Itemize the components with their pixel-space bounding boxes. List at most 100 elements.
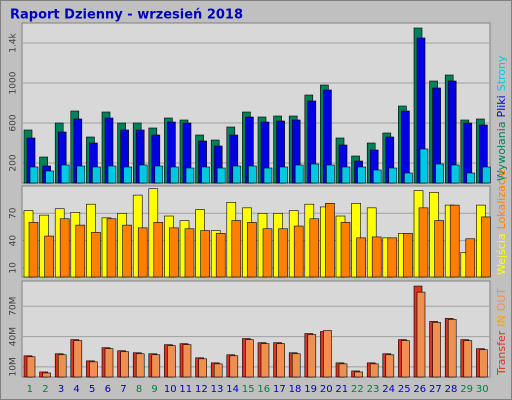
bar — [419, 148, 429, 184]
bar — [200, 230, 210, 278]
bar — [213, 363, 223, 378]
legend-entry: Wejścia — [495, 233, 508, 275]
bar — [123, 166, 132, 184]
bar — [120, 351, 129, 378]
bar — [294, 164, 304, 184]
y-tick-label: 1000 — [9, 71, 19, 94]
x-tick-label: 29 — [460, 384, 473, 395]
bar — [401, 110, 410, 184]
bar — [325, 202, 335, 278]
bar — [91, 232, 101, 278]
legend: Transfer IN OUT — [495, 288, 508, 376]
x-tick-label: 12 — [195, 384, 208, 395]
bar — [248, 165, 257, 184]
bar — [135, 353, 145, 378]
legend: Wywołania Pliki Strony — [495, 55, 508, 181]
bar — [59, 218, 70, 278]
bar — [60, 164, 70, 184]
bar — [169, 227, 179, 278]
bar — [278, 228, 288, 278]
x-tick-label: 8 — [136, 384, 142, 395]
bar — [260, 343, 270, 378]
y-tick-label: 600 — [9, 114, 19, 131]
bar — [372, 169, 382, 184]
x-tick-label: 11 — [179, 384, 192, 395]
legend-entry: Pliki — [495, 95, 508, 117]
bar — [463, 340, 473, 378]
x-tick-label: 25 — [398, 384, 411, 395]
bar — [309, 218, 320, 278]
bar — [151, 354, 161, 378]
x-tick-label: 27 — [429, 384, 442, 395]
bar — [247, 222, 257, 278]
bar — [403, 233, 413, 278]
x-tick-label: 6 — [105, 384, 111, 395]
bar — [245, 339, 254, 378]
bar — [231, 220, 242, 278]
bar — [104, 348, 114, 378]
bar — [447, 319, 457, 378]
bar — [466, 172, 476, 184]
x-tick-label: 16 — [257, 384, 270, 395]
y-tick-label: 1.4k — [9, 32, 19, 52]
y-tick-label: 70M — [9, 297, 19, 316]
y-tick-label: 10 — [9, 262, 19, 274]
bar — [137, 227, 148, 278]
bar — [404, 172, 413, 184]
bar — [29, 166, 39, 184]
bar — [92, 166, 101, 184]
bar — [338, 363, 348, 378]
x-tick-label: 10 — [164, 384, 177, 395]
bar — [76, 165, 86, 184]
bar — [232, 165, 242, 184]
bar — [28, 222, 39, 278]
bar — [341, 166, 351, 184]
bar — [293, 225, 304, 278]
x-tick-label: 28 — [445, 384, 458, 395]
bar — [434, 220, 444, 278]
bar — [107, 165, 117, 184]
x-tick-label: 26 — [413, 384, 426, 395]
y-tick-label: 70 — [9, 207, 19, 219]
bar — [354, 371, 363, 378]
bar — [263, 167, 273, 184]
bar — [371, 236, 382, 278]
bar — [153, 222, 164, 278]
bar — [89, 361, 98, 378]
bar — [435, 163, 444, 184]
legend-entry: OUT — [495, 288, 508, 312]
bar — [185, 167, 195, 184]
bar — [26, 356, 36, 378]
x-tick-label: 1 — [27, 384, 33, 395]
x-tick-label: 9 — [151, 384, 157, 395]
bar — [75, 224, 86, 278]
bar — [201, 166, 210, 184]
y-tick-label: 200 — [9, 154, 19, 171]
bar — [481, 216, 491, 278]
bar — [323, 330, 332, 378]
legend-entry: IN — [495, 315, 508, 326]
bar — [106, 218, 117, 278]
bar — [138, 164, 148, 184]
bar — [229, 355, 239, 378]
y-tick-label: 40 — [9, 235, 19, 247]
x-tick-label: 14 — [226, 384, 239, 395]
bar — [450, 164, 460, 184]
legend-entry: Wywołania — [495, 121, 508, 181]
legend-entry: Strony — [495, 55, 508, 91]
bar — [369, 363, 379, 378]
y-tick-label: 10M — [9, 357, 19, 376]
bar — [44, 235, 54, 278]
x-tick-label: 17 — [273, 384, 286, 395]
x-tick-label: 23 — [367, 384, 380, 395]
bar — [388, 167, 398, 184]
bar — [45, 170, 54, 184]
bar — [432, 322, 441, 378]
bar — [167, 345, 176, 378]
x-tick-label: 15 — [242, 384, 255, 395]
x-tick-label: 20 — [320, 384, 333, 395]
bar — [479, 349, 488, 378]
x-tick-label: 5 — [89, 384, 95, 395]
bar — [276, 343, 285, 378]
